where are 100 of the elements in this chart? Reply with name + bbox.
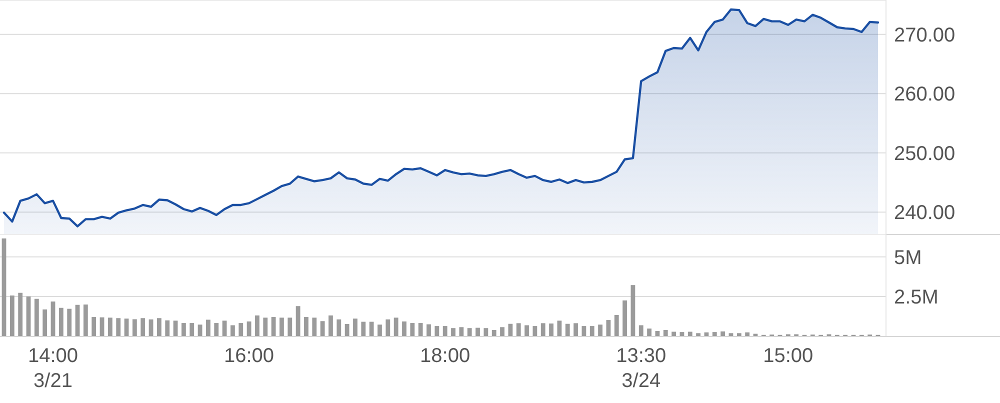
- bar: [206, 320, 210, 336]
- bar: [614, 314, 619, 336]
- bar: [18, 292, 23, 336]
- bar: [304, 317, 308, 336]
- bar: [222, 320, 227, 336]
- bar: [590, 326, 594, 336]
- bar: [459, 327, 464, 336]
- bar: [361, 322, 366, 336]
- bar: [655, 330, 660, 336]
- bar: [328, 315, 333, 336]
- bar: [124, 318, 129, 336]
- bar: [312, 318, 317, 336]
- bar: [622, 300, 627, 336]
- bar: [190, 323, 194, 336]
- bar: [574, 323, 578, 336]
- bar: [484, 328, 488, 336]
- bar: [688, 332, 692, 336]
- bar: [696, 333, 700, 336]
- bar: [476, 328, 480, 336]
- bar: [156, 318, 162, 336]
- bar: [75, 304, 80, 336]
- bar: [165, 320, 170, 336]
- bar: [26, 296, 31, 336]
- bar: [565, 324, 570, 336]
- bar: [344, 324, 350, 336]
- bar: [263, 318, 268, 336]
- bar: [582, 326, 586, 336]
- bar: [532, 326, 538, 336]
- bar: [647, 328, 652, 336]
- bar: [410, 323, 415, 336]
- bar: [58, 308, 64, 336]
- bar: [42, 309, 48, 336]
- bar: [255, 315, 260, 336]
- bar: [230, 325, 235, 336]
- bar: [672, 332, 676, 336]
- bar: [140, 318, 146, 336]
- bar: [2, 238, 6, 336]
- bar: [508, 324, 513, 336]
- bar: [736, 333, 742, 336]
- bar: [402, 321, 406, 336]
- y-tick-label: 2.5M: [894, 286, 938, 308]
- y-tick-label: 240.00: [894, 202, 956, 224]
- bar: [745, 332, 750, 336]
- bar: [271, 317, 276, 336]
- x-tick-label: 15:00: [763, 345, 814, 367]
- bar: [100, 317, 104, 336]
- bar: [524, 325, 529, 336]
- y-tick-label: 260.00: [894, 84, 956, 106]
- bar: [426, 324, 431, 336]
- bar: [34, 298, 39, 336]
- bar: [557, 320, 562, 336]
- bar: [606, 320, 611, 336]
- bar: [336, 319, 342, 336]
- bar: [108, 318, 112, 336]
- x-tick-label: 13:30 3/24: [616, 345, 666, 392]
- bar: [116, 318, 121, 336]
- bar: [238, 323, 244, 336]
- x-tick-label: 18:00: [420, 345, 470, 367]
- bar: [500, 327, 504, 336]
- bar: [451, 328, 456, 336]
- bar: [320, 321, 325, 336]
- x-tick-label: 14:00 3/21: [28, 345, 78, 392]
- y-tick-label: 5M: [894, 246, 922, 269]
- bar: [386, 319, 390, 336]
- bar: [434, 326, 440, 336]
- bar: [549, 324, 554, 336]
- y-tick-label: 270.00: [894, 24, 956, 46]
- bar: [83, 304, 88, 336]
- bar: [182, 323, 186, 336]
- bar: [638, 325, 644, 336]
- bar: [630, 285, 636, 336]
- bar: [663, 330, 668, 336]
- bar: [467, 328, 472, 336]
- y-tick-label: 250.00: [894, 142, 956, 165]
- bar: [598, 324, 602, 336]
- bar: [214, 323, 219, 336]
- bar: [712, 332, 717, 336]
- bar: [540, 323, 546, 336]
- bar: [516, 323, 521, 336]
- bar: [280, 318, 284, 336]
- bar: [378, 324, 382, 336]
- bar: [92, 317, 96, 336]
- bar: [198, 324, 202, 336]
- bar: [173, 320, 178, 336]
- bar: [10, 296, 14, 336]
- bar: [442, 326, 448, 336]
- bar: [353, 318, 358, 336]
- bar: [296, 306, 300, 336]
- x-tick-label: 16:00: [224, 345, 274, 367]
- bar: [246, 321, 252, 336]
- bar: [720, 331, 726, 336]
- bar: [680, 332, 684, 336]
- bar: [67, 308, 72, 336]
- bar: [728, 333, 734, 336]
- bar: [50, 302, 56, 336]
- bar: [132, 319, 137, 336]
- bar: [148, 319, 154, 336]
- bar: [394, 318, 398, 336]
- bar: [369, 322, 374, 336]
- bar: [288, 318, 292, 336]
